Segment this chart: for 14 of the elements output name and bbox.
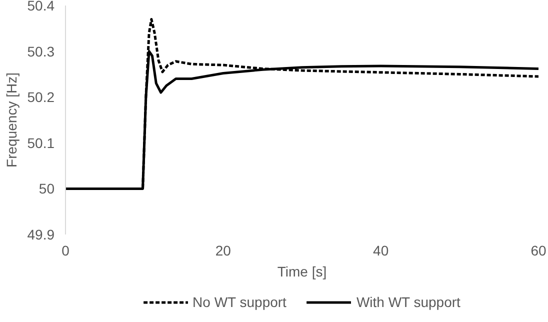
y-tick-label: 50.3 bbox=[27, 43, 55, 60]
x-tick-label: 20 bbox=[215, 242, 232, 258]
legend-label: No WT support bbox=[192, 294, 286, 310]
y-axis-title: Frequency [Hz] bbox=[3, 72, 20, 168]
legend-label: With WT support bbox=[356, 294, 460, 310]
y-tick-label: 50.1 bbox=[27, 134, 55, 151]
y-tick-label: 50.4 bbox=[27, 0, 55, 14]
x-axis-title: Time [s] bbox=[277, 264, 327, 280]
y-tick-label: 50.2 bbox=[27, 89, 55, 106]
x-tick-label: 0 bbox=[62, 242, 70, 258]
y-tick-label: 49.9 bbox=[27, 226, 55, 242]
y-tick-label: 50 bbox=[38, 180, 55, 197]
x-tick-label: 60 bbox=[530, 242, 546, 258]
x-tick-label: 40 bbox=[373, 242, 389, 258]
